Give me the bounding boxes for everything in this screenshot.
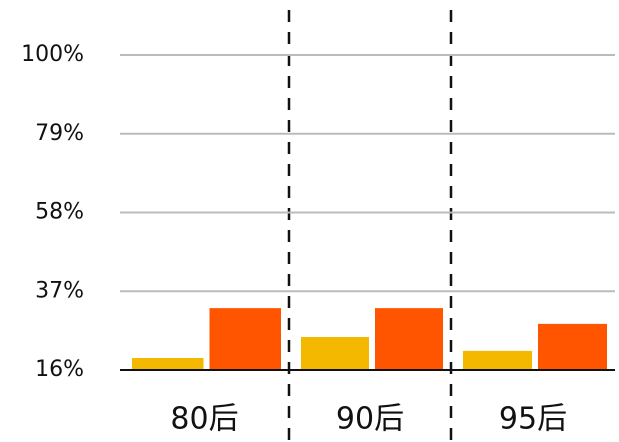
y-tick-label: 16% xyxy=(35,357,84,382)
x-tick-label: 80后 xyxy=(170,402,238,437)
bar xyxy=(209,308,281,370)
y-tick-label: 37% xyxy=(35,278,84,303)
bar xyxy=(301,337,369,370)
y-tick-label: 58% xyxy=(35,200,84,225)
bar xyxy=(375,308,443,370)
x-tick-label: 90后 xyxy=(336,402,404,437)
bar xyxy=(132,358,204,370)
y-tick-label: 100% xyxy=(21,42,84,67)
bar xyxy=(538,323,607,370)
x-tick-label: 95后 xyxy=(499,402,567,437)
y-tick-label: 79% xyxy=(35,121,84,146)
bar xyxy=(463,350,532,370)
